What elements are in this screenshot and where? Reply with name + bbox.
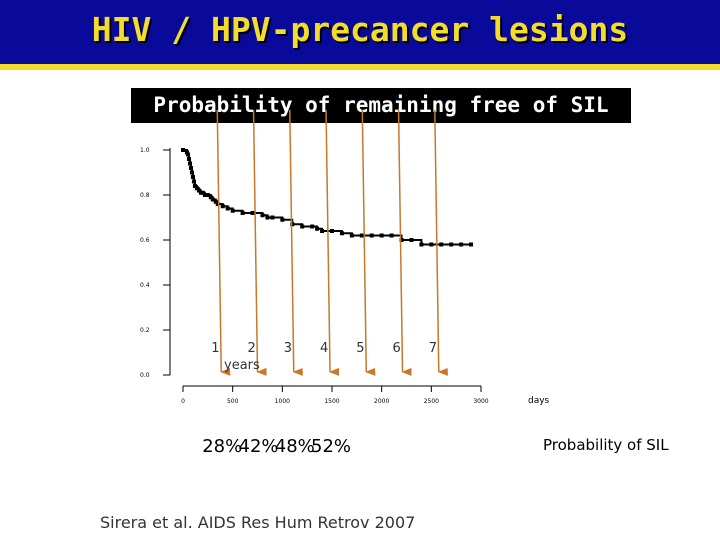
years-unit-label: years bbox=[224, 358, 260, 373]
censor-mark bbox=[181, 148, 185, 152]
censor-mark bbox=[409, 238, 414, 242]
censor-mark bbox=[459, 242, 464, 247]
x-tick-label: 0 bbox=[181, 398, 185, 405]
censor-mark bbox=[310, 224, 315, 229]
x-tick-label: 3000 bbox=[473, 398, 488, 405]
censor-mark bbox=[379, 233, 384, 238]
probability-value: 48% bbox=[275, 436, 315, 457]
year-label: 3 bbox=[284, 341, 292, 356]
censor-mark bbox=[320, 229, 325, 233]
censor-mark bbox=[200, 190, 205, 195]
censor-mark bbox=[202, 193, 207, 197]
year-label: 5 bbox=[356, 341, 364, 356]
censor-mark bbox=[230, 208, 235, 213]
y-tick-label: 0.4 bbox=[140, 282, 150, 289]
chart-title: Probability of remaining free of SIL bbox=[131, 88, 631, 123]
censor-mark bbox=[192, 184, 197, 188]
censor-mark bbox=[186, 157, 191, 161]
slide-title: HIV / HPV-precancer lesions bbox=[91, 10, 629, 49]
censor-mark bbox=[280, 217, 285, 222]
censor-mark bbox=[191, 179, 196, 184]
year-arrow bbox=[289, 109, 303, 376]
censor-mark bbox=[399, 238, 404, 242]
x-tick-label: 2000 bbox=[374, 398, 389, 405]
x-tick-label: 1500 bbox=[324, 398, 339, 405]
censor-mark bbox=[449, 242, 454, 247]
probability-label: Probability of SIL bbox=[543, 436, 669, 454]
censor-mark bbox=[419, 242, 424, 247]
censor-mark bbox=[187, 161, 192, 166]
censor-mark bbox=[315, 226, 320, 231]
probability-value: 42% bbox=[239, 436, 279, 457]
y-tick-label: 1.0 bbox=[140, 147, 150, 154]
censor-mark bbox=[215, 202, 220, 206]
year-arrow bbox=[252, 109, 267, 376]
probability-value: 52% bbox=[311, 436, 351, 457]
year-arrow bbox=[216, 109, 231, 376]
y-tick-label: 0.2 bbox=[140, 327, 150, 334]
censor-mark bbox=[194, 186, 199, 191]
censor-mark bbox=[389, 233, 394, 238]
censor-mark bbox=[439, 242, 444, 247]
year-label: 7 bbox=[429, 341, 437, 356]
x-tick-label: 2500 bbox=[424, 398, 439, 405]
censor-mark bbox=[208, 195, 213, 200]
censor-mark bbox=[469, 242, 474, 247]
header-accent-line bbox=[0, 64, 720, 70]
year-label: 6 bbox=[393, 341, 401, 356]
censor-mark bbox=[260, 213, 265, 218]
censor-mark bbox=[205, 193, 210, 197]
censor-mark bbox=[213, 199, 218, 204]
year-label: 1 bbox=[211, 341, 219, 356]
x-axis-label: days bbox=[528, 396, 550, 406]
year-label: 4 bbox=[320, 341, 328, 356]
censor-mark bbox=[359, 233, 364, 238]
x-tick-label: 500 bbox=[227, 398, 239, 405]
censor-mark bbox=[290, 222, 295, 227]
y-tick-label: 0.8 bbox=[140, 192, 150, 199]
y-tick-label: 0.0 bbox=[140, 372, 150, 379]
x-tick-label: 1000 bbox=[275, 398, 290, 405]
censor-mark bbox=[185, 152, 190, 157]
censor-mark bbox=[369, 233, 374, 238]
censor-mark bbox=[250, 211, 255, 215]
censor-mark bbox=[189, 170, 194, 175]
citation: Sirera et al. AIDS Res Hum Retrov 2007 bbox=[100, 513, 416, 532]
censor-mark bbox=[188, 166, 193, 170]
year-arrow bbox=[361, 109, 376, 376]
header-bar bbox=[0, 0, 720, 64]
year-arrow bbox=[434, 109, 448, 376]
censor-mark bbox=[300, 224, 305, 229]
censor-mark bbox=[240, 211, 245, 215]
censor-mark bbox=[225, 206, 230, 211]
y-tick-label: 0.6 bbox=[140, 237, 150, 244]
censor-mark bbox=[196, 188, 201, 193]
censor-mark bbox=[429, 242, 434, 247]
censor-mark bbox=[330, 229, 334, 233]
censor-mark bbox=[349, 233, 354, 238]
probability-value: 28% bbox=[202, 436, 242, 457]
censor-mark bbox=[190, 175, 195, 179]
censor-mark bbox=[270, 215, 275, 220]
censor-mark bbox=[210, 197, 215, 202]
censor-mark bbox=[220, 204, 225, 209]
year-arrow bbox=[325, 109, 340, 376]
year-arrow bbox=[397, 109, 412, 376]
year-label: 2 bbox=[248, 341, 256, 356]
censor-mark bbox=[265, 215, 270, 220]
censor-mark bbox=[184, 150, 189, 155]
censor-mark bbox=[339, 231, 344, 236]
